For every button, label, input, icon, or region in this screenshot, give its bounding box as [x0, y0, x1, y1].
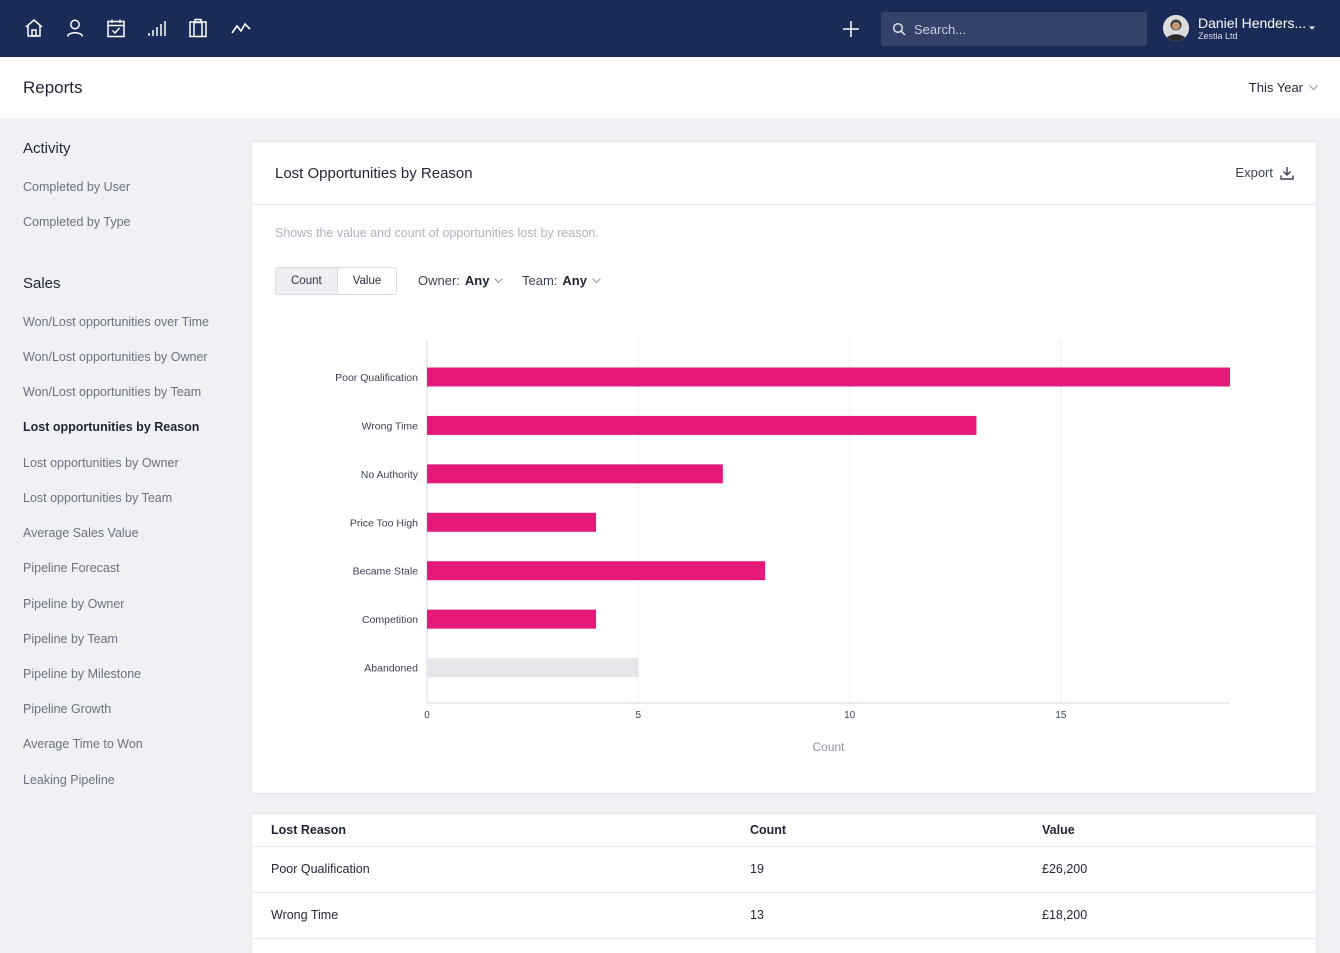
- table-row[interactable]: Wrong Time 13 £18,200: [252, 893, 1316, 939]
- sidebar-item-lost-by-team[interactable]: Lost opportunities by Team: [23, 491, 173, 505]
- cell-count: 13: [750, 908, 764, 922]
- category-label: Competition: [362, 614, 418, 626]
- sidebar-item-lost-by-owner[interactable]: Lost opportunities by Owner: [23, 456, 179, 470]
- period-label: This Year: [1248, 80, 1303, 95]
- user-company: Zestia Ltd: [1198, 31, 1238, 41]
- search-box: [881, 12, 1147, 46]
- cell-reason: Poor Qualification: [271, 862, 370, 876]
- download-icon: [1280, 166, 1294, 180]
- activity-icon[interactable]: [230, 17, 252, 39]
- sidebar-item-won-lost-by-owner[interactable]: Won/Lost opportunities by Owner: [23, 350, 208, 364]
- sidebar-item-won-lost-by-team[interactable]: Won/Lost opportunities by Team: [23, 385, 202, 399]
- export-label: Export: [1235, 165, 1273, 180]
- chevron-down-icon: [1309, 84, 1318, 90]
- bar: [427, 415, 977, 435]
- x-tick-label: 10: [844, 710, 856, 721]
- card-title: Lost Opportunities by Reason: [275, 165, 473, 182]
- team-filter[interactable]: Team: Any: [522, 273, 601, 288]
- sidebar-item-completed-by-type[interactable]: Completed by Type: [23, 215, 131, 229]
- column-header-value[interactable]: Value: [1042, 823, 1075, 837]
- chart-description: Shows the value and count of opportuniti…: [275, 226, 599, 240]
- x-axis-title: Count: [812, 740, 845, 754]
- category-label: Poor Qualification: [335, 372, 418, 384]
- cell-count: 19: [750, 862, 764, 876]
- bar: [427, 367, 1230, 387]
- category-label: Abandoned: [364, 663, 418, 675]
- bar-signal-icon[interactable]: [146, 17, 168, 39]
- chart-card: Lost Opportunities by Reason Export Show…: [251, 141, 1317, 794]
- clipboard-icon[interactable]: [187, 17, 209, 39]
- home-icon[interactable]: [23, 17, 45, 39]
- x-tick-label: 5: [636, 710, 642, 721]
- owner-filter-value: Any: [464, 273, 490, 288]
- search-icon: [892, 22, 906, 36]
- column-header-count[interactable]: Count: [750, 823, 787, 837]
- team-filter-label: Team:: [522, 273, 558, 288]
- metric-toggle: Count Value: [275, 267, 398, 295]
- owner-filter[interactable]: Owner: Any: [418, 273, 504, 288]
- bar: [427, 609, 597, 629]
- calendar-check-icon[interactable]: [105, 17, 127, 39]
- top-nav-bar: Daniel Henders... Zestia Ltd: [0, 0, 1340, 57]
- sidebar-item-pipeline-by-milestone[interactable]: Pipeline by Milestone: [23, 667, 142, 681]
- caret-down-icon[interactable]: [1308, 24, 1316, 32]
- toggle-count[interactable]: Count: [276, 268, 338, 294]
- bar: [427, 658, 639, 678]
- user-icon[interactable]: [64, 17, 86, 39]
- column-header-lost-reason[interactable]: Lost Reason: [271, 823, 347, 837]
- chevron-down-icon: [592, 277, 601, 283]
- export-button[interactable]: Export: [1235, 165, 1294, 180]
- category-label: No Authority: [361, 469, 419, 481]
- category-label: Price Too High: [350, 517, 418, 529]
- chevron-down-icon: [494, 277, 504, 283]
- sidebar-item-won-lost-over-time[interactable]: Won/Lost opportunities over Time: [23, 315, 209, 329]
- bar: [427, 464, 723, 484]
- toggle-value[interactable]: Value: [352, 275, 382, 287]
- sidebar-item-lost-by-reason[interactable]: Lost opportunities by Reason: [23, 420, 200, 434]
- period-dropdown[interactable]: This Year: [1249, 80, 1318, 95]
- x-tick-label: 0: [424, 710, 430, 721]
- sidebar-item-leaking-pipeline[interactable]: Leaking Pipeline: [23, 773, 115, 787]
- sidebar-heading-sales: Sales: [23, 275, 61, 292]
- sidebar-item-pipeline-growth[interactable]: Pipeline Growth: [23, 702, 112, 716]
- sidebar-item-pipeline-by-team[interactable]: Pipeline by Team: [23, 632, 118, 646]
- table-row[interactable]: Poor Qualification 19 £26,200: [252, 847, 1316, 893]
- sidebar-item-completed-by-user[interactable]: Completed by User: [23, 180, 130, 194]
- category-label: Wrong Time: [362, 420, 419, 432]
- table-header-row: Lost Reason Count Value: [252, 814, 1316, 847]
- sidebar-heading-activity: Activity: [23, 140, 71, 157]
- cell-value: £26,200: [1042, 862, 1088, 876]
- data-table: Lost Reason Count Value Poor Qualificati…: [251, 813, 1317, 953]
- page-header: Reports This Year: [0, 57, 1340, 118]
- divider: [252, 204, 1316, 205]
- team-filter-value: Any: [562, 273, 587, 288]
- user-name[interactable]: Daniel Henders...: [1198, 15, 1307, 31]
- bar: [427, 512, 597, 532]
- owner-filter-label: Owner:: [418, 273, 460, 288]
- avatar[interactable]: [1163, 15, 1189, 41]
- cell-reason: Wrong Time: [271, 908, 339, 922]
- category-label: Became Stale: [353, 566, 419, 578]
- cell-value: £18,200: [1042, 908, 1088, 922]
- x-tick-label: 15: [1055, 710, 1067, 721]
- page-title: Reports: [23, 78, 83, 97]
- sidebar-item-average-sales-value[interactable]: Average Sales Value: [23, 526, 139, 540]
- bar-chart: Poor Qualification Wrong Time No Authority…: [335, 340, 1230, 754]
- sidebar-item-pipeline-by-owner[interactable]: Pipeline by Owner: [23, 597, 125, 611]
- bar: [427, 561, 766, 581]
- sidebar-item-average-time-to-won[interactable]: Average Time to Won: [23, 737, 143, 751]
- search-input[interactable]: [914, 12, 1139, 46]
- sidebar-item-pipeline-forecast[interactable]: Pipeline Forecast: [23, 561, 120, 575]
- add-icon[interactable]: [840, 18, 862, 40]
